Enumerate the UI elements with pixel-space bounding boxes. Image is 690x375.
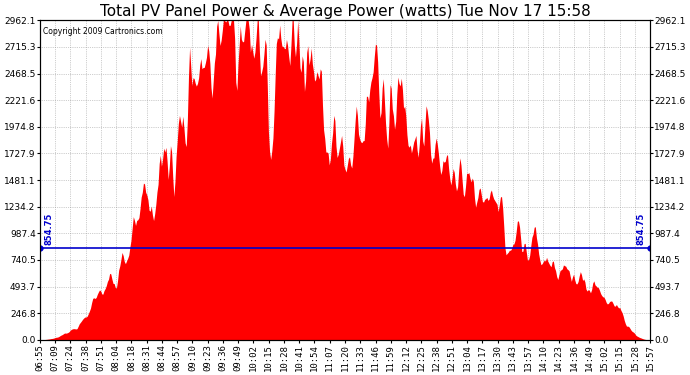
Title: Total PV Panel Power & Average Power (watts) Tue Nov 17 15:58: Total PV Panel Power & Average Power (wa… <box>99 4 591 19</box>
Text: 854.75: 854.75 <box>44 213 53 246</box>
Text: Copyright 2009 Cartronics.com: Copyright 2009 Cartronics.com <box>43 27 163 36</box>
Text: 854.75: 854.75 <box>637 213 646 246</box>
